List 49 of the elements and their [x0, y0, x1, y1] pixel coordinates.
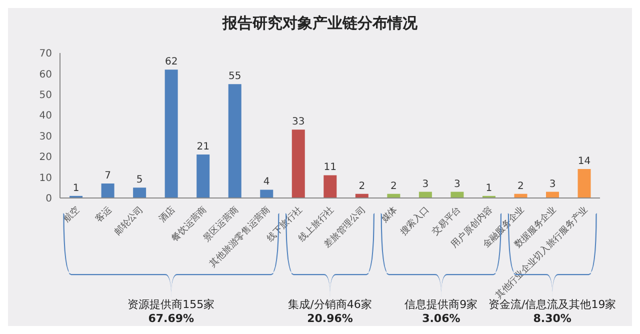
bar	[196, 154, 210, 198]
data-label: 1	[72, 182, 80, 194]
data-label: 4	[263, 176, 270, 188]
bar	[164, 70, 178, 198]
data-label: 2	[518, 180, 524, 192]
bar	[101, 184, 114, 198]
text: 集成/分销商46家	[288, 298, 372, 311]
bar	[133, 188, 146, 198]
bar	[260, 190, 274, 198]
chart-title: 报告研究对象产业链分布情况	[221, 14, 418, 33]
text: 8.30%	[533, 312, 572, 325]
data-label: 62	[164, 56, 178, 68]
bar	[292, 130, 305, 198]
y-tick-label: 0	[46, 194, 52, 205]
text: 资源提供商155家	[128, 298, 215, 311]
y-tick-label: 70	[39, 48, 52, 60]
x-tick-label: 客运	[93, 204, 114, 225]
x-tick-label: 搜索入口	[398, 204, 432, 238]
y-tick-label: 50	[39, 90, 52, 101]
text: 67.69%	[148, 312, 194, 325]
x-tick-label: 航空	[62, 204, 82, 225]
y-tick-label: 40	[39, 110, 52, 122]
data-label: 55	[228, 71, 242, 82]
data-label: 21	[196, 142, 210, 152]
text: 资金流/信息流及其他19家	[488, 298, 616, 311]
bar	[578, 169, 591, 198]
data-label: 2	[390, 180, 397, 192]
y-tick-label: 10	[39, 172, 52, 184]
data-label: 1	[486, 182, 492, 194]
x-tick-label: 邮轮公司	[112, 204, 146, 238]
x-tick-label: 媒体	[379, 204, 400, 225]
y-tick-label: 20	[39, 152, 52, 164]
data-label: 14	[578, 156, 591, 167]
text: 20.96%	[307, 312, 353, 325]
y-tick-label: 60	[39, 69, 52, 80]
data-label: 3	[454, 178, 460, 190]
bar	[324, 175, 337, 198]
data-label: 7	[104, 170, 111, 182]
data-label: 5	[136, 174, 143, 186]
data-label: 11	[324, 162, 337, 174]
x-tick-label: 酒店	[156, 204, 178, 225]
text: 3.06%	[422, 312, 460, 325]
bar	[228, 84, 242, 198]
data-label: 3	[549, 178, 556, 190]
y-tick-label: 30	[39, 131, 52, 142]
data-label: 2	[358, 180, 366, 192]
data-label: 33	[292, 116, 305, 128]
text: 信息提供商9家	[404, 298, 478, 311]
data-label: 3	[422, 178, 429, 190]
